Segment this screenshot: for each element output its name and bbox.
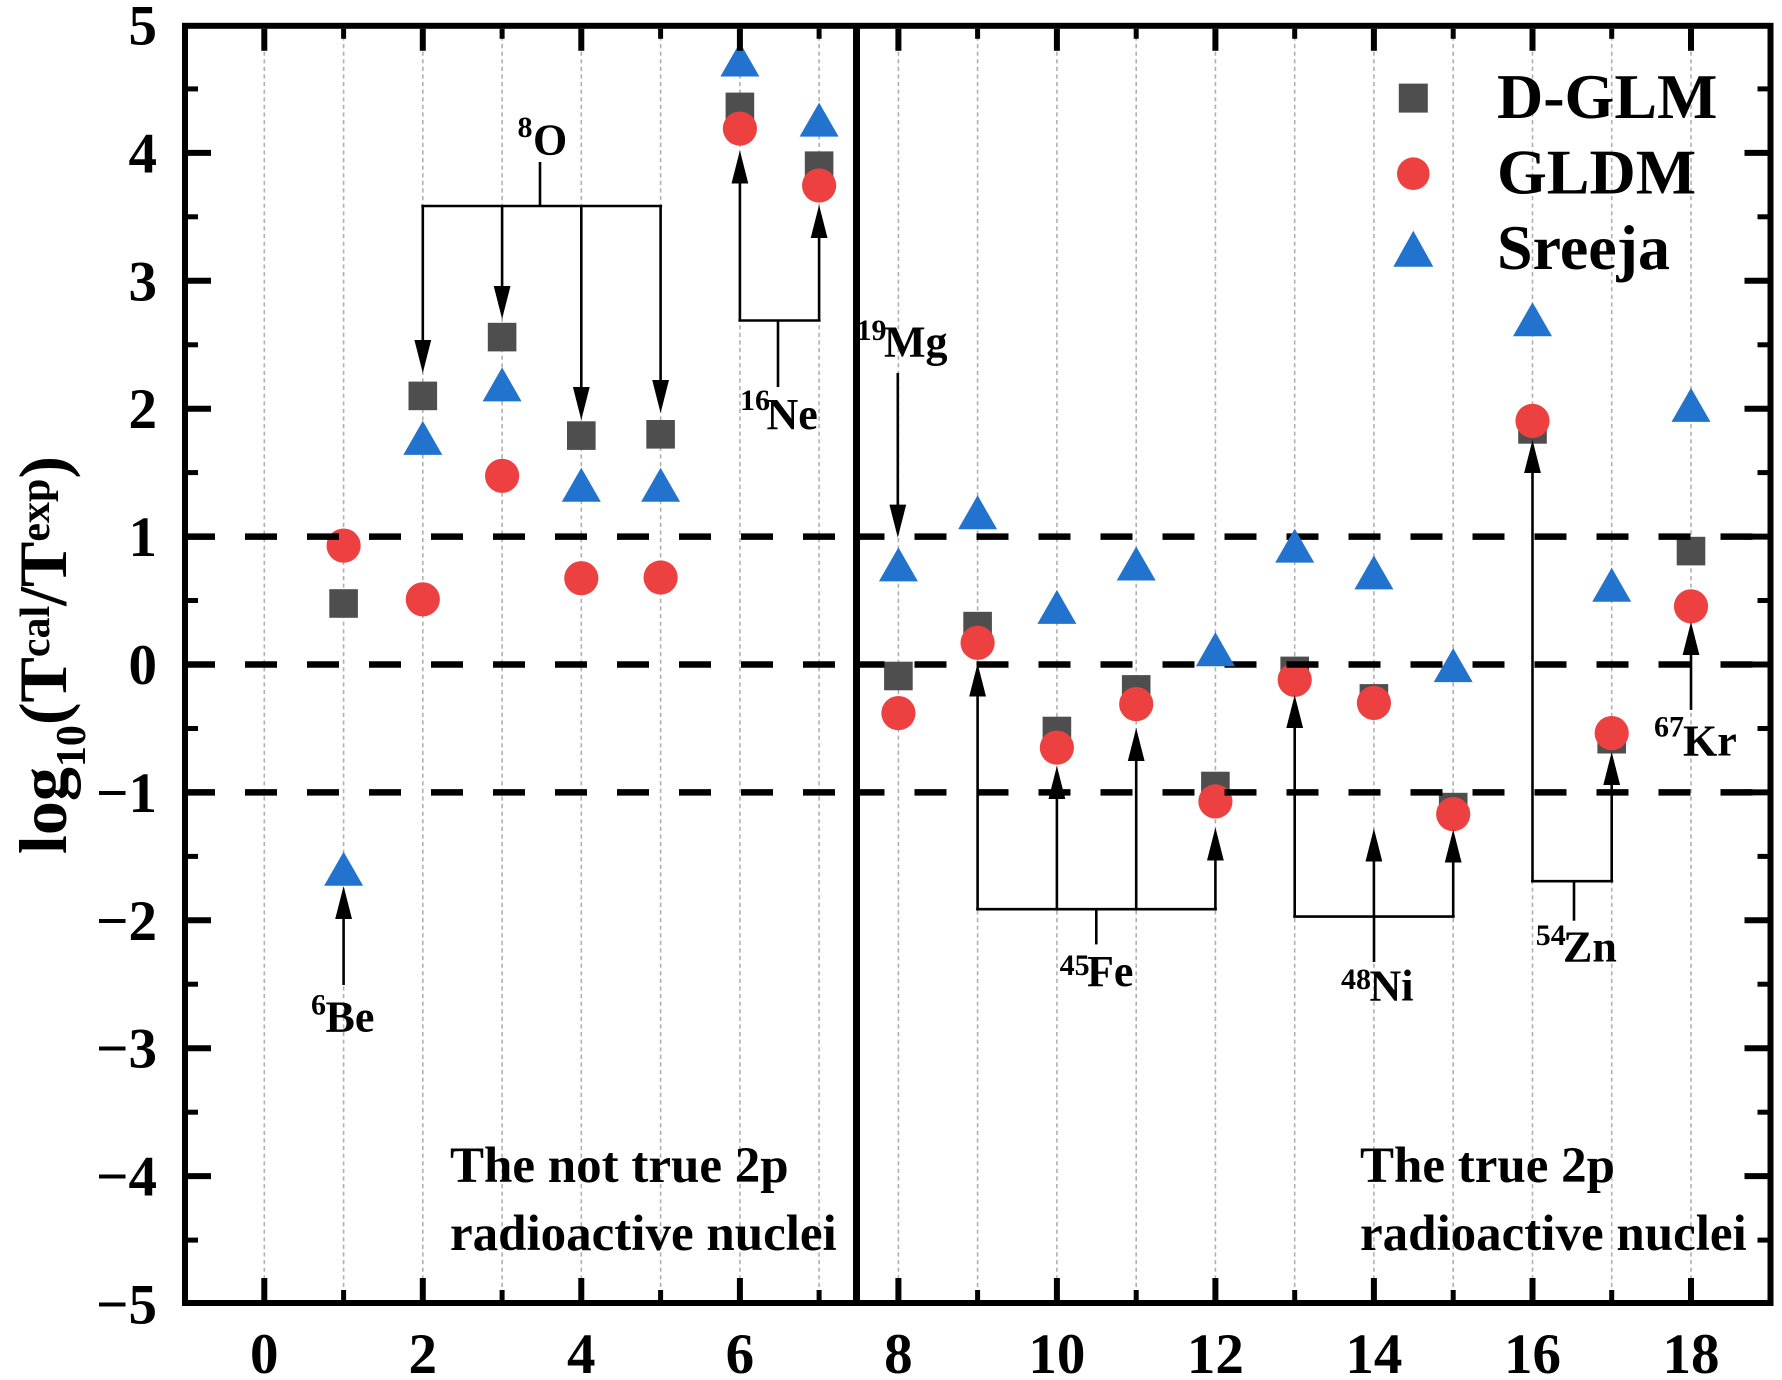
svg-text:19: 19 — [857, 314, 887, 347]
svg-text:−4: −4 — [96, 1146, 157, 1209]
svg-text:−5: −5 — [96, 1274, 157, 1337]
svg-text:Be: Be — [326, 993, 375, 1042]
svg-text:12: 12 — [1187, 1323, 1244, 1380]
svg-text:GLDM: GLDM — [1497, 137, 1696, 208]
svg-text:54: 54 — [1536, 919, 1566, 952]
svg-text:Ni: Ni — [1370, 961, 1414, 1010]
svg-text:O: O — [533, 116, 567, 165]
svg-text:10: 10 — [1028, 1323, 1085, 1380]
svg-text:Mg: Mg — [884, 318, 948, 367]
svg-text:1: 1 — [129, 506, 158, 569]
svg-text:The true 2p: The true 2p — [1360, 1138, 1615, 1194]
svg-text:6: 6 — [311, 989, 326, 1022]
svg-text:The not true 2p: The not true 2p — [450, 1138, 789, 1194]
svg-text:16: 16 — [740, 384, 770, 417]
svg-text:0: 0 — [250, 1323, 279, 1380]
svg-text:8: 8 — [884, 1323, 913, 1380]
svg-text:16: 16 — [1504, 1323, 1561, 1380]
svg-text:Kr: Kr — [1683, 716, 1737, 765]
svg-text:radioactive nuclei: radioactive nuclei — [450, 1206, 837, 1262]
svg-text:Zn: Zn — [1563, 922, 1617, 971]
svg-text:−1: −1 — [96, 762, 157, 825]
svg-text:D-GLM: D-GLM — [1497, 61, 1717, 132]
svg-text:14: 14 — [1345, 1323, 1402, 1380]
svg-text:6: 6 — [726, 1323, 755, 1380]
svg-text:−3: −3 — [96, 1018, 157, 1081]
svg-text:8: 8 — [518, 111, 533, 144]
svg-text:3: 3 — [129, 250, 158, 313]
svg-text:Ne: Ne — [767, 390, 818, 439]
svg-text:0: 0 — [129, 634, 158, 697]
svg-text:log10(Tcal/Texp): log10(Tcal/Texp) — [5, 456, 95, 854]
svg-text:2: 2 — [129, 378, 158, 441]
svg-text:2: 2 — [409, 1323, 438, 1380]
svg-text:18: 18 — [1663, 1323, 1720, 1380]
svg-text:radioactive nuclei: radioactive nuclei — [1360, 1206, 1747, 1262]
svg-text:−2: −2 — [96, 890, 157, 953]
svg-text:Sreeja: Sreeja — [1497, 212, 1670, 283]
svg-text:Fe: Fe — [1087, 947, 1133, 996]
svg-text:45: 45 — [1060, 949, 1090, 982]
svg-text:4: 4 — [567, 1323, 596, 1380]
svg-text:4: 4 — [129, 122, 158, 185]
svg-text:5: 5 — [129, 0, 158, 58]
svg-text:48: 48 — [1341, 963, 1371, 996]
svg-text:67: 67 — [1654, 711, 1684, 744]
